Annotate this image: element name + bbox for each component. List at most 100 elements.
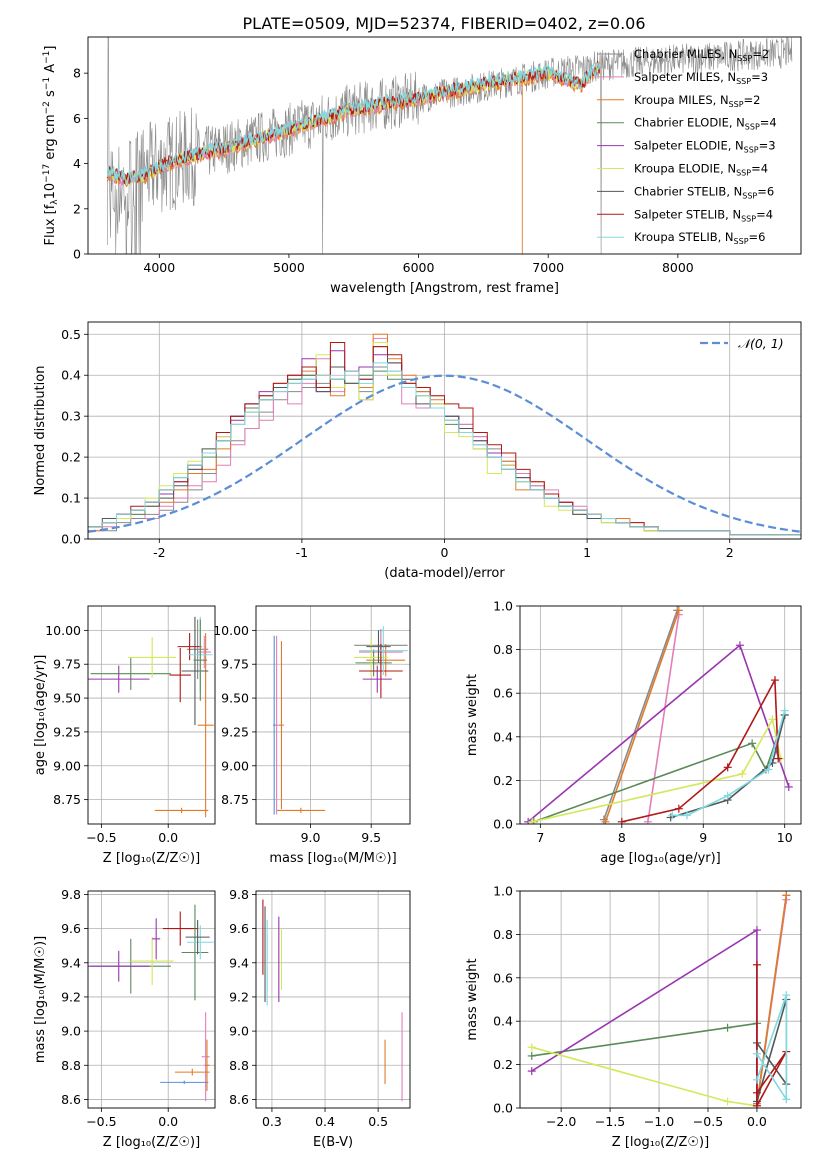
- x-tick-label: 7000: [532, 260, 564, 275]
- x-tick-label: −0.5: [693, 1114, 723, 1129]
- errorbar-kroupa_elodie: [354, 638, 389, 677]
- legend-entry-salpeter_stelib: Salpeter STELIB, NSSP=4: [634, 207, 773, 223]
- plot-area-age_vs_z: [88, 616, 214, 818]
- y-axis-label-part: −1: [42, 51, 52, 64]
- weight-marker-salpeter_miles: [643, 817, 652, 824]
- errorbar-kroupa_miles: [279, 641, 284, 810]
- legend-entry-chabrier_miles: Chabrier MILES, NSSP=2: [634, 47, 769, 63]
- x-axis-label: Z [log₁₀(Z/Z☉)]: [103, 851, 200, 866]
- legend-entry-normal: 𝒩(0, 1): [738, 336, 784, 351]
- errorbar-normal_curve: [272, 635, 276, 815]
- x-tick-label: 0.0: [747, 1114, 767, 1129]
- legend-entry-chabrier_stelib: Chabrier STELIB, NSSP=6: [634, 184, 774, 200]
- weight-marker-kroupa_elodie: [527, 1043, 536, 1052]
- errorbar-kroupa_stelib: [359, 626, 408, 676]
- y-tick-label: 0.0: [61, 532, 81, 547]
- x-axis-label: mass [log₁₀(M/M☉)]: [269, 851, 396, 866]
- residual-legend: 𝒩(0, 1): [700, 336, 784, 351]
- weight-line-kroupa_miles: [604, 610, 680, 823]
- weight-marker-kroupa_stelib: [682, 811, 691, 820]
- errorbar-normal_curve: [160, 1080, 209, 1085]
- weight-marker-salpeter_elodie: [752, 926, 761, 935]
- weight-marker-kroupa_elodie: [738, 769, 747, 778]
- axes-frame: [255, 890, 411, 1109]
- weight-marker-kroupa_stelib: [782, 991, 791, 1000]
- legend-label: Kroupa ELODIE, N: [634, 162, 736, 176]
- axes-frame: [519, 605, 802, 825]
- weight-marker-salpeter_stelib: [770, 676, 779, 685]
- weight-marker-chabrier_elodie: [527, 1051, 536, 1060]
- errorbar-chabrier_stelib: [185, 920, 210, 955]
- y-tick-label: 8: [73, 66, 81, 81]
- weight-line-kroupa_elodie: [532, 717, 782, 823]
- plot-area-mass_vs_ebv: [262, 899, 403, 1102]
- y-tick-label: 9.0: [61, 1024, 81, 1039]
- y-tick-label: 8.6: [61, 1092, 81, 1107]
- x-tick-label: −1.5: [595, 1114, 625, 1129]
- y-tick-label: 0.0: [493, 817, 513, 832]
- plot-area-weight_vs_age: [524, 606, 793, 824]
- weight-line-kroupa_miles: [756, 895, 788, 1106]
- y-tick-label: 9.8: [229, 887, 249, 902]
- x-tick-label: 1: [583, 545, 591, 560]
- legend-sub: SSP: [742, 191, 757, 200]
- errorbar-salpeter_elodie: [362, 665, 392, 693]
- errorbar-salpeter_elodie: [88, 665, 150, 693]
- y-axis-label-part: s: [43, 90, 58, 101]
- errorbar-salpeter_stelib: [177, 633, 202, 661]
- weight-marker-salpeter_stelib: [674, 804, 683, 813]
- y-tick-label: 0.5: [61, 327, 81, 342]
- errorbar-chabrier_stelib: [366, 630, 391, 663]
- weight-line-salpeter_elodie: [527, 643, 790, 823]
- y-tick-label: 0.0: [493, 1101, 513, 1116]
- errorbar-salpeter_stelib: [169, 647, 191, 703]
- weight-marker-kroupa_stelib: [668, 811, 677, 820]
- y-axis-label-part: −17: [42, 164, 52, 183]
- weight-marker-salpeter_stelib: [774, 754, 783, 763]
- y-tick-label: 9.2: [229, 989, 249, 1004]
- legend-tail: =4: [751, 162, 768, 176]
- legend-sub: SSP: [736, 77, 751, 86]
- y-tick-label: 0.2: [493, 1057, 513, 1072]
- x-tick-label: −1.0: [644, 1114, 674, 1129]
- panel-mass_vs_ebv: 0.3 0.4 0.5 8.6 8.8 9.0 9.2 9.4 9.6 9.8 E(B-V): [229, 887, 411, 1150]
- legend-tail: =3: [759, 139, 776, 153]
- y-tick-label: 1.0: [493, 599, 513, 614]
- y-tick-label: 0.4: [493, 1014, 513, 1029]
- errorbar-salpeter_elodie: [152, 918, 161, 960]
- y-tick-label: 10.00: [213, 623, 249, 638]
- y-tick-label: 9.4: [229, 955, 249, 970]
- y-tick-label: 0.8: [493, 927, 513, 942]
- legend-tail: =6: [749, 230, 766, 244]
- errorbar-salpeter_elodie: [88, 950, 150, 982]
- x-tick-label: -1: [296, 545, 308, 560]
- x-tick-label: −0.5: [86, 1114, 116, 1129]
- x-tick-label: 9.0: [301, 830, 321, 845]
- panel-age_vs_z: −0.5 0.0 8.75 9.00 9.25 9.50 9.75 10.00 Z [log₁₀…: [33, 605, 216, 866]
- legend-entry-salpeter_elodie: Salpeter ELODIE, NSSP=3: [634, 139, 776, 155]
- weight-marker-kroupa_elodie: [528, 817, 537, 824]
- y-tick-label: 1.0: [493, 884, 513, 899]
- y-tick-label: 0.6: [493, 686, 513, 701]
- y-axis-label-part: 10: [43, 183, 58, 200]
- legend-tail: =6: [757, 184, 774, 198]
- legend-sub: SSP: [729, 100, 744, 109]
- legend-label: Salpeter STELIB, N: [634, 207, 741, 221]
- x-axis-label: wavelength [Angstrom, rest frame]: [330, 281, 559, 296]
- legend-tail: =2: [752, 47, 769, 61]
- y-axis-label-part: −1: [42, 77, 52, 90]
- y-tick-label: 8.8: [61, 1058, 81, 1073]
- weight-line-chabrier_miles: [603, 610, 678, 820]
- x-axis-label: age [log₁₀(age/yr)]: [600, 851, 721, 866]
- x-tick-label: −2.0: [546, 1114, 576, 1129]
- y-tick-label: 10.00: [45, 623, 81, 638]
- y-axis-label: mass weight: [465, 958, 480, 1040]
- x-tick-label: 8000: [662, 260, 694, 275]
- x-tick-label: 9: [699, 830, 707, 845]
- y-tick-label: 8.75: [53, 792, 81, 807]
- grid-age_vs_z: [88, 606, 215, 824]
- legend-tail: =2: [744, 93, 761, 107]
- panel-mass_vs_z: −0.5 0.0 8.6 8.8 9.0 9.2 9.4 9.6 9.8 Z [log₁₀(Z/Z…: [33, 887, 216, 1150]
